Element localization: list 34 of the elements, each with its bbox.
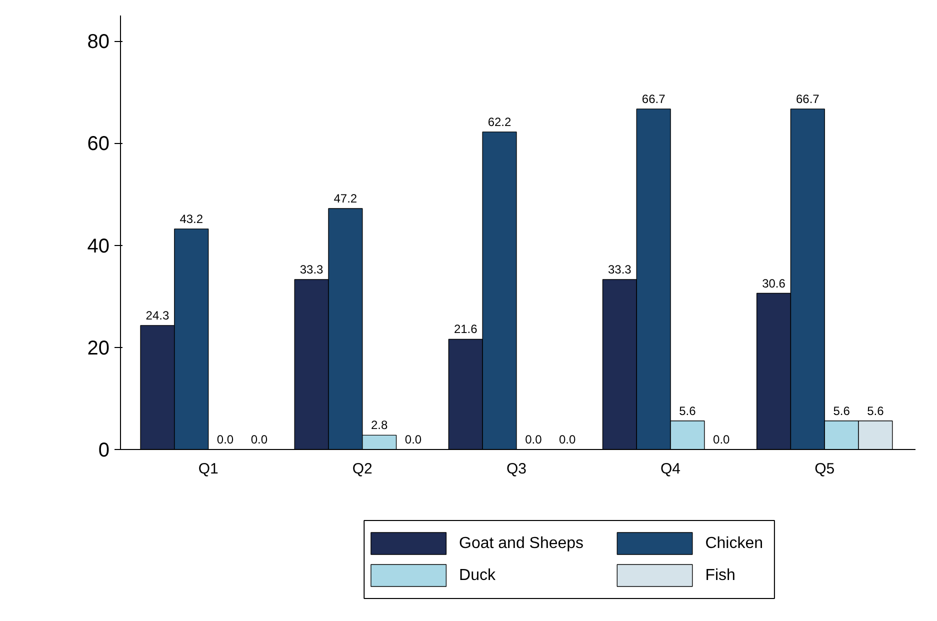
x-tick-label: Q2 bbox=[352, 460, 372, 478]
data-label: 62.2 bbox=[488, 114, 512, 129]
x-tick-label: Q4 bbox=[660, 460, 681, 478]
legend-label: Chicken bbox=[705, 535, 764, 552]
data-label: 0.0 bbox=[558, 432, 576, 446]
y-tick-label: 20 bbox=[87, 337, 110, 360]
y-tick-label: 40 bbox=[87, 235, 110, 258]
x-tick-label: Q5 bbox=[814, 460, 835, 478]
data-label: 5.6 bbox=[679, 404, 696, 418]
data-label: 0.0 bbox=[216, 432, 234, 446]
data-label: 66.7 bbox=[642, 92, 666, 106]
data-label: 24.3 bbox=[146, 308, 170, 322]
data-label: 5.6 bbox=[867, 404, 884, 418]
y-tick-label: 0 bbox=[98, 440, 110, 462]
data-label: 66.7 bbox=[796, 92, 820, 106]
data-label: 33.3 bbox=[300, 262, 324, 276]
legend-label: Goat and Sheeps bbox=[459, 535, 584, 552]
data-label: 30.6 bbox=[762, 276, 786, 290]
data-label: 47.2 bbox=[334, 192, 358, 206]
data-label: 2.8 bbox=[370, 418, 388, 432]
x-tick-label: Q3 bbox=[506, 460, 526, 478]
x-tick-label: Q1 bbox=[198, 460, 218, 478]
data-label: 0.0 bbox=[525, 432, 542, 446]
data-label: 0.0 bbox=[250, 432, 268, 446]
y-tick-label: 60 bbox=[87, 133, 110, 156]
y-tick-label: 80 bbox=[87, 31, 110, 54]
data-label: 33.3 bbox=[608, 262, 632, 276]
legend-label: Duck bbox=[459, 567, 496, 584]
data-label: 21.6 bbox=[454, 322, 478, 336]
legend-label: Fish bbox=[705, 567, 736, 584]
data-label: 0.0 bbox=[713, 432, 730, 446]
data-label: 43.2 bbox=[180, 212, 204, 226]
data-label: 0.0 bbox=[404, 432, 422, 446]
data-label: 5.6 bbox=[833, 404, 850, 418]
